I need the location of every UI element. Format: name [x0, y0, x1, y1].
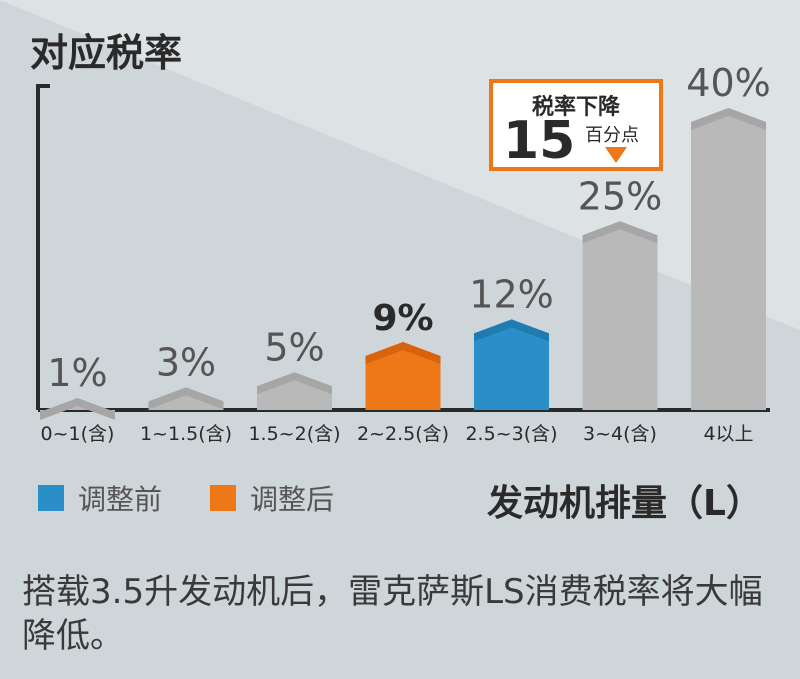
bar-value-label: 9%	[372, 298, 433, 339]
callout-number: 15	[503, 111, 576, 171]
legend-label-after: 调整后	[250, 483, 335, 516]
bar-value-label: 5%	[264, 325, 324, 369]
bar-roof	[691, 108, 766, 130]
bar	[474, 319, 549, 410]
bar-roof	[365, 342, 441, 365]
x-tick-label: 3~4(含)	[583, 423, 657, 445]
legend-item-after: 调整后	[210, 482, 334, 516]
callout-unit: 百分点	[585, 125, 639, 146]
bar-value-label: 40%	[686, 61, 770, 105]
x-tick-label: 1.5~2(含)	[248, 423, 340, 445]
bar	[691, 108, 766, 410]
legend-swatch-before	[38, 485, 64, 511]
x-axis-title: 发动机排量（L）	[487, 483, 762, 524]
down-arrow-icon	[605, 147, 627, 163]
bar-roof	[148, 387, 224, 410]
bar-value-label: 3%	[156, 340, 216, 384]
chart-title: 对应税率	[30, 31, 183, 75]
callout-title: 税率下降	[531, 95, 620, 120]
bar-roof	[40, 398, 115, 420]
bar-roof	[257, 372, 332, 395]
bar-value-label: 25%	[578, 174, 662, 218]
legend-item-before: 调整前	[38, 482, 162, 516]
bar	[365, 342, 441, 410]
x-tick-label: 2~2.5(含)	[357, 423, 449, 445]
bar-value-label: 1%	[47, 351, 107, 395]
bar-value-label: 12%	[469, 272, 553, 316]
bar	[582, 221, 658, 410]
x-tick-label: 0~1(含)	[41, 423, 115, 445]
bar-roof	[582, 221, 658, 244]
bar	[148, 387, 224, 410]
bar-roof	[474, 319, 549, 342]
x-tick-label: 4以上	[703, 423, 753, 445]
legend-swatch-after	[210, 485, 236, 511]
legend-label-before: 调整前	[78, 483, 163, 516]
x-tick-label: 2.5~3(含)	[465, 423, 557, 445]
tax-drop-callout: 税率下降 15 百分点	[489, 79, 663, 171]
caption-text: 搭载3.5升发动机后，雷克萨斯LS消费税率将大幅降低。	[22, 572, 763, 656]
x-tick-label: 1~1.5(含)	[140, 423, 232, 445]
